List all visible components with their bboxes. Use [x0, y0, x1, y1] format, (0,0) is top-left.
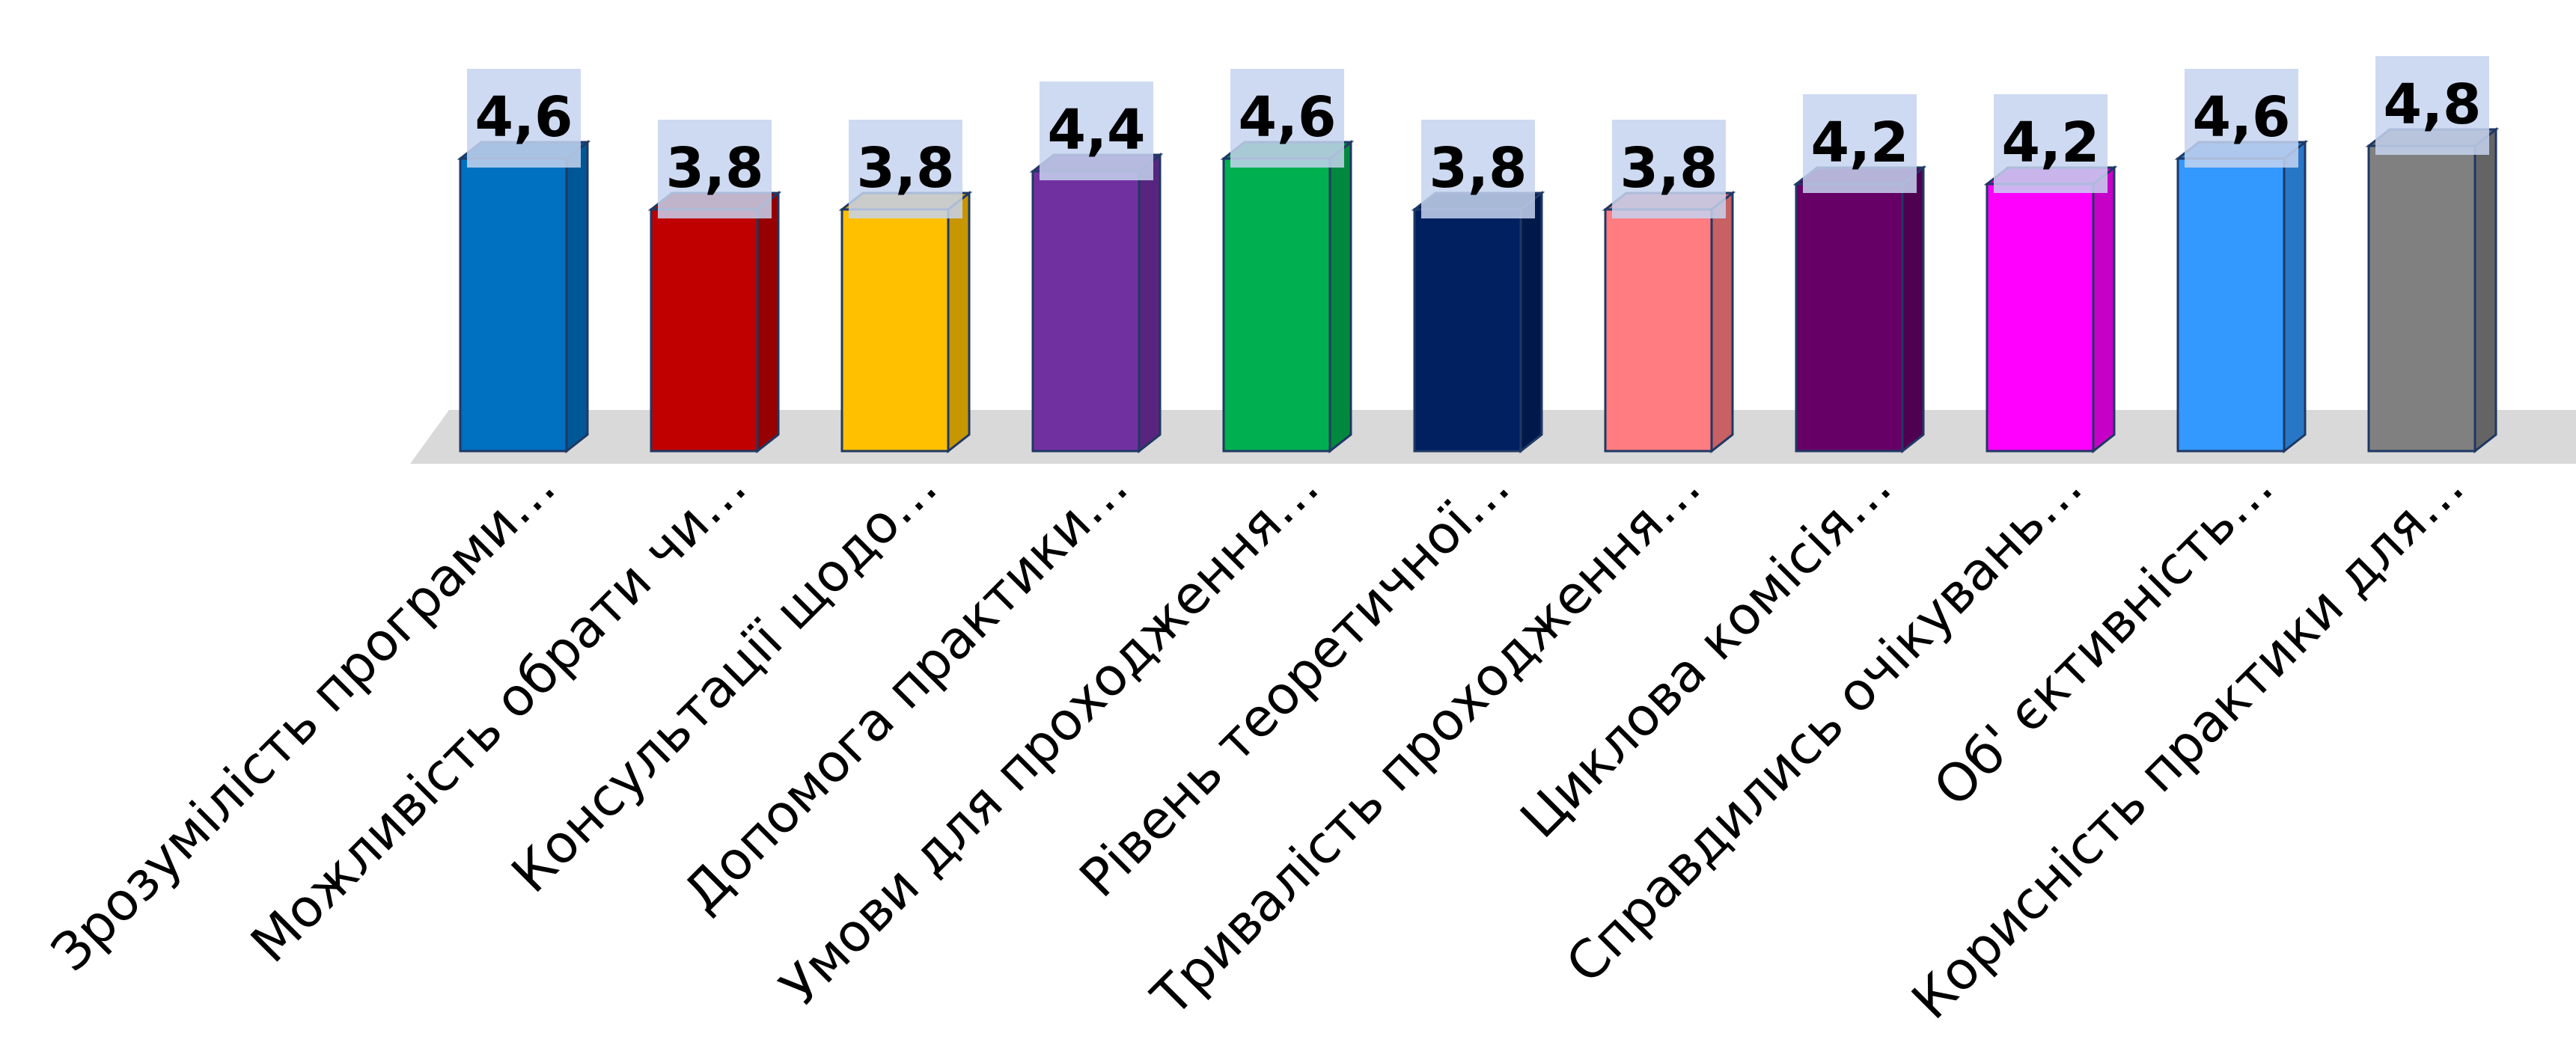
data-label-box — [1421, 120, 1535, 218]
data-label-box — [658, 120, 772, 218]
data-label-text: 3,8 — [1429, 136, 1527, 200]
data-label-box — [1803, 94, 1917, 193]
bar-6 — [1411, 190, 1545, 454]
bar-side — [2473, 126, 2497, 454]
bar-front — [1222, 157, 1331, 453]
bar-front — [2176, 157, 2286, 453]
bar-side — [1519, 190, 1543, 454]
bar-front — [459, 157, 568, 453]
bar-7 — [1602, 190, 1736, 454]
bar-9 — [1983, 165, 2118, 454]
bar-front — [650, 208, 759, 453]
data-label-8: 4,2 — [1803, 94, 1917, 193]
bar-1 — [457, 139, 591, 454]
data-label-box — [1994, 94, 2108, 193]
data-label-box — [467, 69, 581, 168]
data-label-9: 4,2 — [1994, 94, 2108, 193]
bar-10 — [2174, 139, 2309, 454]
bar-side — [565, 139, 589, 454]
data-label-text: 4,6 — [2192, 85, 2290, 150]
bar-8 — [1792, 165, 1927, 454]
data-label-1: 4,6 — [467, 69, 581, 168]
bar-5 — [1220, 139, 1355, 454]
bar-front — [1413, 208, 1522, 453]
data-label-text: 4,2 — [2001, 111, 2099, 175]
bar-side — [756, 190, 780, 454]
bar-side — [1710, 190, 1734, 454]
bar-side — [1328, 139, 1352, 454]
bar-front — [1031, 170, 1141, 453]
data-label-5: 4,6 — [1230, 69, 1344, 168]
data-label-box — [2375, 56, 2489, 155]
data-label-10: 4,6 — [2185, 69, 2298, 168]
bar-side — [2092, 165, 2116, 454]
data-label-text: 4,6 — [1238, 85, 1336, 150]
bar-3 — [838, 190, 973, 454]
bar-front — [1604, 208, 1713, 453]
bar-4 — [1029, 152, 1164, 454]
data-label-box — [849, 120, 962, 218]
bar-side — [947, 190, 971, 454]
bar-2 — [647, 190, 782, 454]
data-label-text: 4,2 — [1810, 111, 1908, 175]
data-label-box — [2185, 69, 2298, 168]
data-label-box — [1612, 120, 1726, 218]
bar-front — [840, 208, 950, 453]
data-label-text: 4,8 — [2383, 73, 2481, 137]
bar-side — [1901, 165, 1925, 454]
data-label-text: 3,8 — [1620, 136, 1718, 200]
x-tick-label-8: Циклова комісія… — [1509, 456, 1903, 850]
data-label-text: 4,4 — [1047, 98, 1145, 162]
data-label-text: 3,8 — [856, 136, 954, 200]
data-label-box — [1230, 69, 1344, 168]
bar-front — [1795, 183, 1904, 453]
data-label-3: 3,8 — [849, 120, 962, 218]
data-label-box — [1040, 82, 1153, 180]
data-label-text: 3,8 — [665, 136, 763, 200]
data-label-2: 3,8 — [658, 120, 772, 218]
x-tick-label-10: Об' єктивність… — [1922, 456, 2285, 818]
bar-11 — [2365, 126, 2500, 454]
data-label-11: 4,8 — [2375, 56, 2489, 155]
data-label-4: 4,4 — [1040, 82, 1153, 180]
data-label-7: 3,8 — [1612, 120, 1726, 218]
bar-side — [1138, 152, 1162, 454]
data-label-text: 4,6 — [474, 85, 573, 150]
bar-side — [2283, 139, 2307, 454]
bar-front — [2367, 144, 2476, 453]
data-label-6: 3,8 — [1421, 120, 1535, 218]
bar-front — [1986, 183, 2095, 453]
